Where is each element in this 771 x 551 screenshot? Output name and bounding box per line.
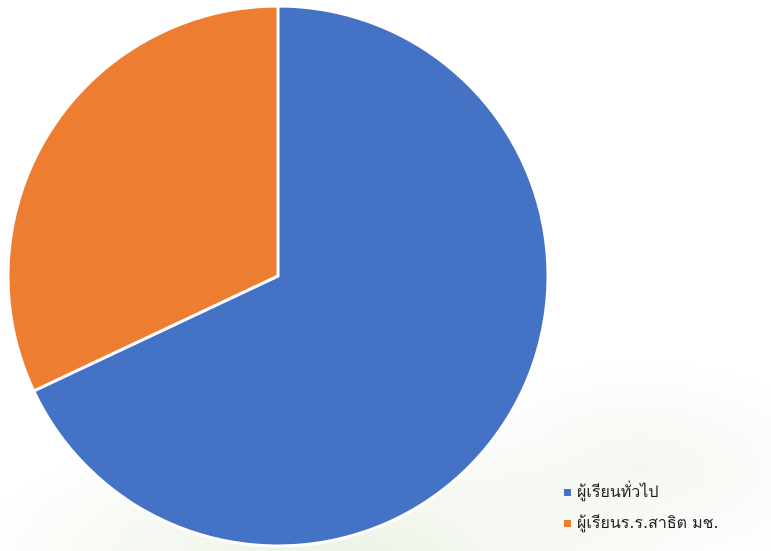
legend-item-general-learners: ผู้เรียนทั่วไป — [564, 479, 769, 505]
legend-label-satit-learners: ผู้เรียนร.ร.สาธิต มช. — [577, 513, 719, 532]
legend-label-general-learners: ผู้เรียนทั่วไป — [577, 482, 659, 501]
legend-swatch-satit-learners — [564, 519, 571, 527]
pie-slice-satit-learners — [6, 4, 280, 393]
pie-slice-general-learners — [32, 4, 550, 548]
legend: ผู้เรียนทั่วไป ผู้เรียนร.ร.สาธิต มช. — [564, 479, 769, 541]
legend-swatch-general-learners — [564, 488, 571, 496]
pie-slices — [6, 4, 550, 548]
legend-item-satit-learners: ผู้เรียนร.ร.สาธิต มช. — [564, 510, 769, 536]
